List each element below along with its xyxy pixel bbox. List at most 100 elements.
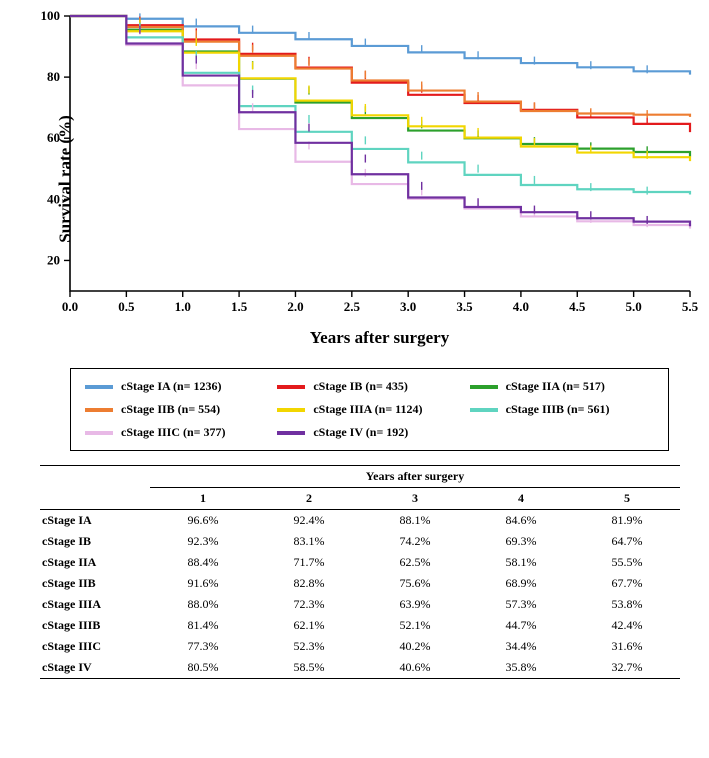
legend-box: cStage IA (n= 1236) cStage IB (n= 435) cSt…: [70, 368, 669, 451]
table-cell: 67.7%: [574, 573, 680, 594]
table-cell: 80.5%: [150, 657, 256, 679]
legend-label: cStage IB (n= 435): [313, 379, 408, 394]
svg-text:2.5: 2.5: [344, 299, 361, 314]
table-cell: 52.3%: [256, 636, 362, 657]
legend-item: cStage IIIC (n= 377): [85, 425, 269, 440]
legend-label: cStage IIB (n= 554): [121, 402, 220, 417]
table-row: cStage IV80.5%58.5%40.6%35.8%32.7%: [40, 657, 680, 679]
legend-swatch: [85, 385, 113, 389]
table-row: cStage IIIA88.0%72.3%63.9%57.3%53.8%: [40, 594, 680, 615]
table-super-header: Years after surgery: [150, 466, 680, 488]
legend-swatch: [277, 408, 305, 412]
table-row-label: cStage IIA: [40, 552, 150, 573]
legend-swatch: [470, 385, 498, 389]
table-row-label: cStage IA: [40, 510, 150, 532]
table-cell: 69.3%: [468, 531, 574, 552]
survival-chart: Survival rate (%) 204060801000.00.51.01.…: [10, 10, 699, 348]
table-row-label: cStage IV: [40, 657, 150, 679]
table-cell: 88.0%: [150, 594, 256, 615]
table-cell: 81.9%: [574, 510, 680, 532]
legend-label: cStage IIIB (n= 561): [506, 402, 610, 417]
svg-text:80: 80: [47, 69, 60, 84]
table-col-header: 4: [468, 488, 574, 510]
table-cell: 40.2%: [362, 636, 468, 657]
legend-item: cStage IIB (n= 554): [85, 402, 269, 417]
legend-item: cStage IIIA (n= 1124): [277, 402, 461, 417]
legend-label: cStage IV (n= 192): [313, 425, 408, 440]
svg-text:4.5: 4.5: [569, 299, 586, 314]
table-cell: 31.6%: [574, 636, 680, 657]
table-cell: 62.5%: [362, 552, 468, 573]
table-cell: 53.8%: [574, 594, 680, 615]
svg-text:100: 100: [41, 10, 61, 23]
table-cell: 58.1%: [468, 552, 574, 573]
svg-text:4.0: 4.0: [513, 299, 529, 314]
legend-item: cStage IIIB (n= 561): [470, 402, 654, 417]
table-cell: 88.1%: [362, 510, 468, 532]
table-row: cStage IB92.3%83.1%74.2%69.3%64.7%: [40, 531, 680, 552]
legend-swatch: [470, 408, 498, 412]
table-col-header: 5: [574, 488, 680, 510]
table-row: cStage IA96.6%92.4%88.1%84.6%81.9%: [40, 510, 680, 532]
table-cell: 52.1%: [362, 615, 468, 636]
table-cell: 71.7%: [256, 552, 362, 573]
table-cell: 63.9%: [362, 594, 468, 615]
series-cStage-IIIC: [70, 16, 690, 229]
legend-item: cStage IB (n= 435): [277, 379, 461, 394]
x-axis-label: Years after surgery: [60, 328, 699, 348]
legend-swatch: [85, 431, 113, 435]
table-cell: 72.3%: [256, 594, 362, 615]
table-cell: 64.7%: [574, 531, 680, 552]
table-row: cStage IIIB81.4%62.1%52.1%44.7%42.4%: [40, 615, 680, 636]
table-cell: 81.4%: [150, 615, 256, 636]
table-cell: 92.3%: [150, 531, 256, 552]
table-cell: 42.4%: [574, 615, 680, 636]
table-col-header: 1: [150, 488, 256, 510]
legend-item: cStage IIA (n= 517): [470, 379, 654, 394]
svg-text:5.5: 5.5: [682, 299, 698, 314]
legend-swatch: [85, 408, 113, 412]
table-cell: 32.7%: [574, 657, 680, 679]
table-cell: 92.4%: [256, 510, 362, 532]
table-corner: [40, 466, 150, 510]
table-cell: 68.9%: [468, 573, 574, 594]
table-col-header: 3: [362, 488, 468, 510]
table-row-label: cStage IB: [40, 531, 150, 552]
svg-text:1.0: 1.0: [175, 299, 191, 314]
svg-text:3.5: 3.5: [456, 299, 473, 314]
legend-item: cStage IV (n= 192): [277, 425, 461, 440]
table-row-label: cStage IIIB: [40, 615, 150, 636]
table-row-label: cStage IIIC: [40, 636, 150, 657]
table-cell: 35.8%: [468, 657, 574, 679]
table-cell: 58.5%: [256, 657, 362, 679]
table-cell: 44.7%: [468, 615, 574, 636]
table-cell: 96.6%: [150, 510, 256, 532]
chart-svg: 204060801000.00.51.01.52.02.53.03.54.04.…: [10, 10, 698, 319]
legend-label: cStage IIIC (n= 377): [121, 425, 226, 440]
svg-text:2.0: 2.0: [287, 299, 303, 314]
table-cell: 57.3%: [468, 594, 574, 615]
table-cell: 74.2%: [362, 531, 468, 552]
table-cell: 82.8%: [256, 573, 362, 594]
table-cell: 75.6%: [362, 573, 468, 594]
table-cell: 88.4%: [150, 552, 256, 573]
y-axis-label: Survival rate (%): [56, 115, 76, 242]
svg-text:0.0: 0.0: [62, 299, 78, 314]
svg-text:0.5: 0.5: [118, 299, 135, 314]
legend-label: cStage IIA (n= 517): [506, 379, 605, 394]
table-row-label: cStage IIB: [40, 573, 150, 594]
table-cell: 84.6%: [468, 510, 574, 532]
survival-table: Years after surgery12345cStage IA96.6%92…: [40, 465, 679, 679]
legend-item: cStage IA (n= 1236): [85, 379, 269, 394]
table-cell: 62.1%: [256, 615, 362, 636]
table-row: cStage IIIC77.3%52.3%40.2%34.4%31.6%: [40, 636, 680, 657]
table-cell: 91.6%: [150, 573, 256, 594]
table-row: cStage IIA88.4%71.7%62.5%58.1%55.5%: [40, 552, 680, 573]
table-cell: 83.1%: [256, 531, 362, 552]
table-col-header: 2: [256, 488, 362, 510]
legend-swatch: [277, 431, 305, 435]
table-cell: 40.6%: [362, 657, 468, 679]
svg-text:1.5: 1.5: [231, 299, 248, 314]
legend-label: cStage IIIA (n= 1124): [313, 402, 422, 417]
legend-swatch: [277, 385, 305, 389]
